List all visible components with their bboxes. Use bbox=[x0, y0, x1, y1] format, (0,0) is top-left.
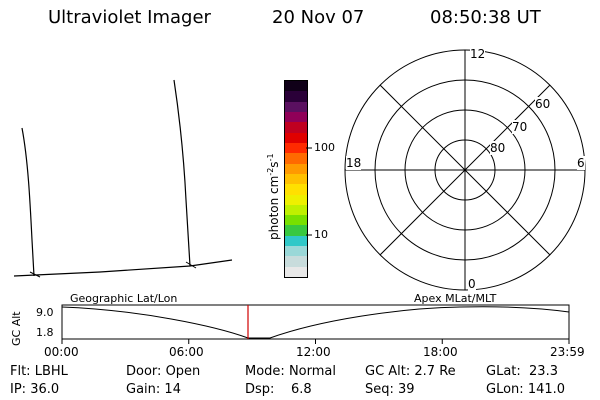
gain-label: Gain: bbox=[126, 382, 161, 397]
map-longitude-line-right bbox=[173, 79, 191, 267]
mode-value: Normal bbox=[288, 364, 336, 379]
ip-label: IP: bbox=[10, 382, 27, 397]
mode-label: Mode: bbox=[245, 364, 285, 379]
alt-plot-frame bbox=[61, 304, 570, 340]
colorbar-band-0 bbox=[285, 266, 307, 277]
info-glat: GLat: 23.3 bbox=[486, 364, 558, 379]
colorbar-band-14 bbox=[285, 122, 307, 133]
info-gcalt: GC Alt: 2.7 Re bbox=[365, 364, 456, 379]
colorbar-band-8 bbox=[285, 184, 307, 195]
alt-plot-xtick-1200: 12:00 bbox=[296, 345, 331, 359]
lat-label-70: 70 bbox=[512, 120, 528, 134]
alt-plot-curve bbox=[61, 306, 570, 339]
colorbar-label-base: photon cm bbox=[267, 175, 281, 240]
colorbar-tick-10: 10 bbox=[314, 228, 328, 241]
polar-diagonal-2 bbox=[379, 84, 551, 256]
info-flt: Flt: LBHL bbox=[10, 364, 68, 379]
colorbar-band-7 bbox=[285, 194, 307, 205]
colorbar-tick-100: 100 bbox=[314, 141, 335, 154]
door-label: Door: bbox=[126, 364, 162, 379]
colorbar-band-15 bbox=[285, 112, 307, 123]
info-seq: Seq: 39 bbox=[365, 382, 415, 397]
colorbar-band-4 bbox=[285, 225, 307, 236]
map-mark-1 bbox=[29, 271, 41, 278]
glat-value: 23.3 bbox=[529, 364, 558, 379]
mlt-label-18: 18 bbox=[346, 156, 362, 170]
flt-label: Flt: bbox=[10, 364, 31, 379]
lat-label-60: 60 bbox=[535, 97, 551, 111]
alt-plot-xtick-1800: 18:00 bbox=[423, 345, 458, 359]
colorbar-band-17 bbox=[285, 91, 307, 102]
colorbar-band-9 bbox=[285, 173, 307, 185]
colorbar-band-18 bbox=[285, 81, 307, 92]
gcalt-label: GC Alt: bbox=[365, 364, 411, 379]
colorbar-ticks bbox=[306, 147, 312, 236]
info-gain: Gain: 14 bbox=[126, 382, 181, 397]
dsp-value: 6.8 bbox=[290, 382, 312, 397]
polar-plot bbox=[344, 49, 586, 291]
colorbar-band-6 bbox=[285, 204, 307, 216]
mlt-label-6: 6 bbox=[577, 156, 585, 170]
seq-value: 39 bbox=[398, 382, 415, 397]
colorbar-label-mid: s bbox=[267, 161, 281, 168]
info-door: Door: Open bbox=[126, 364, 200, 379]
colorbar-band-1 bbox=[285, 256, 307, 267]
mlt-label-12: 12 bbox=[470, 47, 486, 61]
colorbar-gradient bbox=[285, 81, 307, 277]
alt-plot-ytick-top: 9.0 bbox=[36, 306, 54, 319]
alt-plot-ytick-bottom: 1.8 bbox=[36, 326, 54, 339]
instrument-title: Ultraviolet Imager bbox=[48, 7, 211, 28]
info-ip: IP: 36.0 bbox=[10, 382, 59, 397]
colorbar-band-2 bbox=[285, 246, 307, 257]
map-latitude-line bbox=[13, 259, 233, 277]
info-glon: GLon: 141.0 bbox=[486, 382, 565, 397]
colorbar-band-3 bbox=[285, 235, 307, 247]
seq-label: Seq: bbox=[365, 382, 394, 397]
door-value: Open bbox=[165, 364, 201, 379]
ip-value: 36.0 bbox=[30, 382, 60, 397]
colorbar-label: photon cm-2s-1 bbox=[266, 153, 281, 240]
alt-plot bbox=[61, 304, 570, 344]
flt-value: LBHL bbox=[34, 364, 68, 379]
colorbar bbox=[284, 80, 308, 278]
lat-label-80: 80 bbox=[490, 141, 506, 155]
info-mode: Mode: Normal bbox=[245, 364, 336, 379]
alt-plot-left-label: Geographic Lat/Lon bbox=[70, 292, 178, 305]
colorbar-band-10 bbox=[285, 163, 307, 174]
glon-label: GLon: bbox=[486, 382, 524, 397]
glon-value: 141.0 bbox=[527, 382, 566, 397]
dsp-label: Dsp: bbox=[245, 382, 275, 397]
mlt-label-0: 0 bbox=[468, 277, 476, 291]
info-dsp: Dsp: 6.8 bbox=[245, 382, 312, 397]
map-longitude-line-left bbox=[21, 127, 35, 277]
colorbar-band-5 bbox=[285, 215, 307, 226]
alt-plot-xtick-0000: 00:00 bbox=[44, 345, 79, 359]
alt-plot-right-label: Apex MLat/MLT bbox=[414, 292, 497, 305]
map-mark-2 bbox=[185, 261, 197, 269]
colorbar-band-13 bbox=[285, 132, 307, 143]
colorbar-label-sup1: -2 bbox=[266, 167, 275, 176]
colorbar-band-12 bbox=[285, 142, 307, 154]
colorbar-label-sup2: -1 bbox=[266, 153, 275, 162]
date-label: 20 Nov 07 bbox=[272, 7, 365, 28]
colorbar-band-11 bbox=[285, 153, 307, 164]
glat-label: GLat: bbox=[486, 364, 521, 379]
gcalt-value: 2.7 Re bbox=[414, 364, 456, 379]
time-label: 08:50:38 UT bbox=[430, 7, 541, 28]
colorbar-band-16 bbox=[285, 101, 307, 112]
gain-value: 14 bbox=[164, 382, 181, 397]
alt-plot-xtick-2359: 23:59 bbox=[550, 345, 585, 359]
alt-plot-xtick-0600: 06:00 bbox=[169, 345, 204, 359]
